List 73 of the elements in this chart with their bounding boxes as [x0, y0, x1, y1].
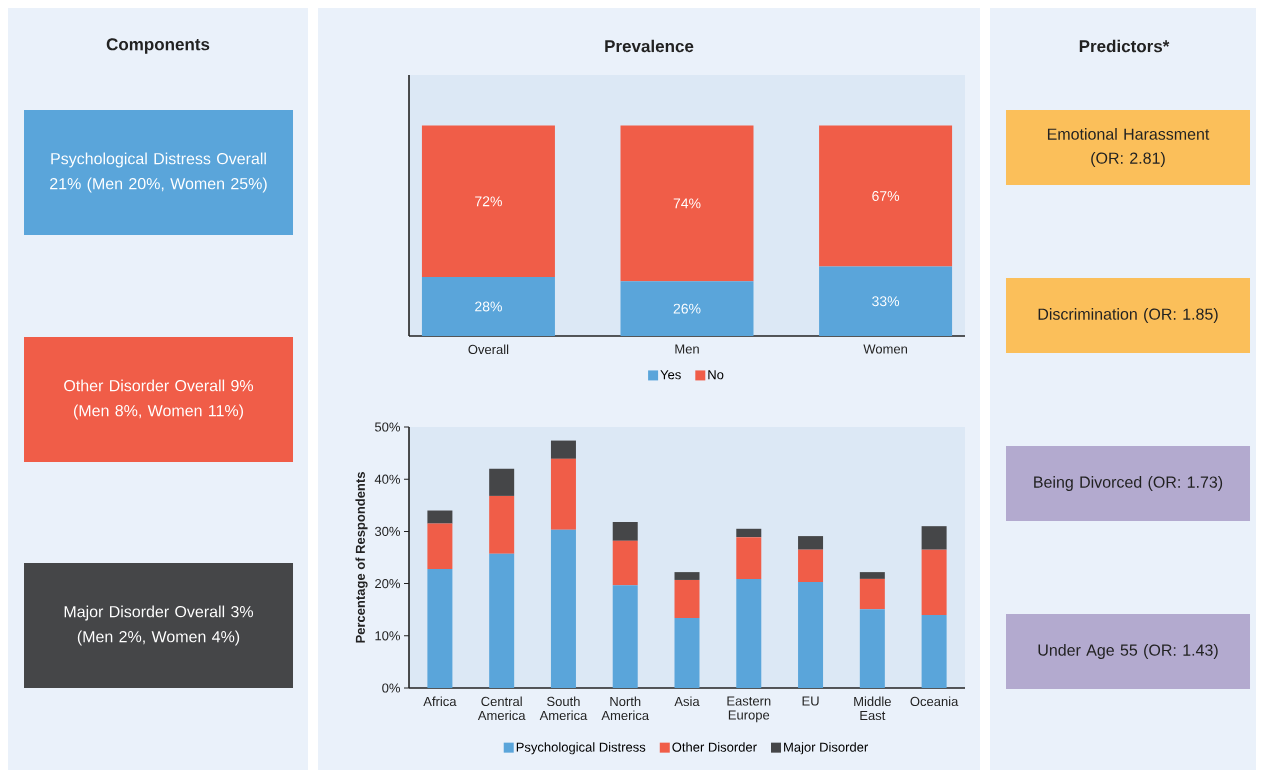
y-tick-label: 20% — [375, 578, 401, 589]
bar — [859, 578, 885, 610]
text: Psychological Distress Overall 21% (Men 20%, Women 25%) — [50, 152, 267, 193]
bar — [736, 537, 762, 579]
x-tick-label: Middle East — [854, 696, 891, 721]
bar — [674, 572, 700, 580]
bar — [489, 468, 515, 496]
text: Under Age 55 (OR: 1.43) — [1038, 644, 1218, 659]
y-tick-label: 30% — [374, 526, 401, 536]
bar — [674, 579, 700, 619]
bar — [674, 618, 700, 688]
y-axis-title: Percentage of Respondents — [355, 472, 368, 643]
bar — [421, 125, 555, 278]
x-tick-label: South America — [539, 696, 588, 721]
x-tick-label: Africa — [423, 696, 457, 707]
data-label: 74% — [673, 198, 701, 209]
bar — [620, 281, 754, 336]
bar — [550, 440, 576, 459]
bar — [612, 585, 638, 688]
bar — [798, 549, 824, 583]
y-tick-label: 0% — [382, 683, 401, 693]
bar — [489, 553, 515, 688]
legend-label: Other Disorder — [672, 742, 757, 752]
x-tick-label: Women — [863, 344, 908, 354]
text: Other Disorder Overall 9% (Men 8%, Women 11%) — [64, 379, 254, 420]
y-tick-label: 10% — [375, 631, 401, 641]
bar — [550, 529, 576, 688]
text: Major Disorder Overall 3% (Men 2%, Women 4%) — [64, 605, 254, 646]
bar — [612, 540, 638, 586]
text: Components — [106, 38, 210, 54]
bar — [427, 510, 453, 524]
x-tick-label: Eastern Europe — [727, 696, 771, 723]
bar — [859, 609, 885, 688]
x-tick-label: Overall — [468, 344, 509, 355]
text: Discrimination (OR: 1.85) — [1038, 308, 1218, 323]
bar — [612, 522, 638, 541]
bar — [819, 266, 953, 336]
bar — [798, 536, 824, 550]
bar — [921, 526, 947, 550]
x-tick-label: EU — [802, 696, 819, 706]
data-label: 72% — [475, 196, 502, 207]
data-label: 67% — [872, 191, 900, 201]
bar — [421, 277, 555, 336]
x-tick-label: Oceania — [910, 696, 959, 707]
bar — [736, 578, 762, 688]
bar — [489, 495, 515, 554]
bar — [427, 568, 453, 688]
text: Predictors* — [1079, 39, 1170, 53]
legend-label: Yes — [660, 370, 681, 380]
bar — [819, 125, 953, 267]
bar — [859, 572, 885, 579]
legend-label: No — [708, 370, 724, 380]
y-tick-label: 40% — [374, 474, 401, 484]
chart-title: Prevalence — [605, 39, 694, 53]
y-tick-label: 50% — [374, 422, 401, 432]
x-tick-label: Central America — [477, 696, 526, 721]
bar — [620, 125, 754, 282]
legend-label: Major Disorder — [784, 742, 869, 755]
x-tick-label: Men — [675, 344, 699, 354]
bar — [921, 614, 947, 688]
bar — [736, 528, 762, 538]
bar — [427, 523, 453, 569]
bar — [798, 582, 824, 688]
data-label: 33% — [872, 296, 900, 307]
x-tick-label: Asia — [674, 696, 700, 707]
legend-label: Psychological Distress — [516, 742, 646, 755]
x-tick-label: North America — [601, 696, 650, 721]
bar — [921, 549, 947, 615]
bar — [550, 458, 576, 530]
text: Emotional Harassment (OR: 2.81) — [1047, 128, 1210, 167]
text: Being Divorced (OR: 1.73) — [1034, 476, 1223, 491]
data-label: 26% — [673, 303, 701, 314]
data-label: 28% — [475, 301, 502, 312]
